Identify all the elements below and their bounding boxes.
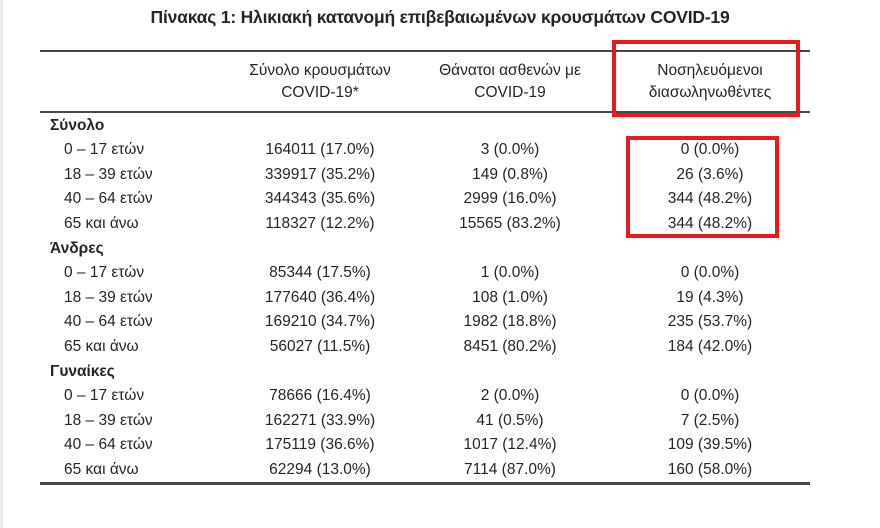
age-group-label: 40 – 64 ετών: [64, 313, 153, 331]
table-row: 40 – 64 ετών 175119 (36.6%) 1017 (12.4%) 10…: [40, 433, 810, 458]
age-group-label: 65 και άνω: [64, 214, 139, 232]
column-header-line: COVID-19: [474, 83, 546, 101]
table-row: 0 – 17 ετών 164011 (17.0%) 3 (0.0%) 0 (0.0%…: [40, 138, 810, 163]
column-header-line: Θάνατοι ασθενών με: [439, 61, 581, 79]
deaths-value: 2999 (16.0%): [463, 190, 557, 208]
deaths-value: 1982 (18.8%): [463, 313, 557, 331]
intubated-value: 344 (48.2%): [667, 214, 753, 232]
table-row: 18 – 39 ετών 162271 (33.9%) 41 (0.5%) 7 (2.…: [40, 409, 810, 434]
age-group-label: 65 και άνω: [64, 337, 139, 355]
deaths-value: 108 (1.0%): [472, 288, 548, 306]
total-cases-value: 78666 (16.4%): [269, 387, 371, 405]
column-header-total-cases: Σύνολο κρουσμάτων COVID-19*: [230, 51, 410, 112]
table-row: 65 και άνω 118327 (12.2%) 15565 (83.2%) 344…: [40, 212, 810, 237]
table-row: 18 – 39 ετών 339917 (35.2%) 149 (0.8%) 26 (…: [40, 163, 810, 188]
age-group-label: 40 – 64 ετών: [64, 436, 153, 454]
deaths-value: 1 (0.0%): [480, 264, 540, 282]
intubated-value: 0 (0.0%): [680, 387, 740, 405]
total-cases-value: 169210 (34.7%): [264, 313, 376, 331]
total-cases-value: 56027 (11.5%): [269, 337, 371, 355]
section-header-row: Σύνολο: [40, 112, 810, 138]
data-table: Σύνολο κρουσμάτων COVID-19* Θάνατοι ασθε…: [40, 50, 810, 485]
intubated-value: 7 (2.5%): [680, 411, 740, 429]
age-group-label: 0 – 17 ετών: [64, 387, 145, 405]
total-cases-value: 177640 (36.4%): [264, 288, 376, 306]
total-cases-value: 62294 (13.0%): [269, 460, 371, 478]
intubated-value: 184 (42.0%): [667, 337, 753, 355]
column-header-line: Νοσηλευόμενοι: [657, 61, 763, 79]
total-cases-value: 118327 (12.2%): [265, 214, 375, 232]
deaths-value: 149 (0.8%): [472, 165, 548, 183]
age-group-label: 65 και άνω: [64, 460, 139, 478]
column-header-intubated: Νοσηλευόμενοι διασωληνωθέντες: [610, 51, 810, 112]
section-label: Γυναίκες: [50, 362, 115, 380]
intubated-value: 235 (53.7%): [667, 313, 753, 331]
table-title: Πίνακας 1: Ηλικιακή κατανομή επιβεβαιωμέ…: [150, 7, 730, 27]
table-row: 0 – 17 ετών 85344 (17.5%) 1 (0.0%) 0 (0.0%): [40, 261, 810, 286]
intubated-value: 0 (0.0%): [680, 141, 740, 159]
column-header-line: Σύνολο κρουσμάτων: [249, 61, 391, 79]
total-cases-value: 162271 (33.9%): [264, 411, 376, 429]
deaths-value: 41 (0.5%): [476, 411, 544, 429]
deaths-value: 7114 (87.0%): [464, 460, 556, 478]
total-cases-value: 344343 (35.6%): [264, 190, 376, 208]
table-row: 18 – 39 ετών 177640 (36.4%) 108 (1.0%) 19 (…: [40, 286, 810, 311]
table-row: 65 και άνω 56027 (11.5%) 8451 (80.2%) 184 (…: [40, 335, 810, 360]
total-cases-value: 85344 (17.5%): [269, 264, 371, 282]
total-cases-value: 339917 (35.2%): [264, 165, 376, 183]
column-header-line: COVID-19*: [281, 83, 359, 101]
deaths-value: 1017 (12.4%): [463, 436, 557, 454]
section-label: Σύνολο: [50, 116, 105, 134]
section-label: Άνδρες: [50, 239, 104, 257]
deaths-value: 2 (0.0%): [480, 387, 540, 405]
intubated-value: 26 (3.6%): [676, 165, 744, 183]
age-group-label: 18 – 39 ετών: [64, 165, 153, 183]
header-row: Σύνολο κρουσμάτων COVID-19* Θάνατοι ασθε…: [40, 51, 810, 112]
column-header-line: διασωληνωθέντες: [648, 83, 772, 101]
age-group-label: 18 – 39 ετών: [64, 288, 153, 306]
intubated-value: 344 (48.2%): [667, 190, 753, 208]
section-header-row: Γυναίκες: [40, 359, 810, 384]
total-cases-value: 164011 (17.0%): [265, 141, 375, 159]
age-group-label: 40 – 64 ετών: [64, 190, 153, 208]
intubated-value: 109 (39.5%): [667, 436, 753, 454]
table-row: 40 – 64 ετών 344343 (35.6%) 2999 (16.0%) 34…: [40, 187, 810, 212]
age-group-label: 0 – 17 ετών: [64, 141, 145, 159]
intubated-value: 19 (4.3%): [676, 288, 744, 306]
age-group-label: 18 – 39 ετών: [64, 411, 153, 429]
page-left-edge: [0, 0, 3, 528]
table-row: 40 – 64 ετών 169210 (34.7%) 1982 (18.8%) 23…: [40, 310, 810, 335]
table-row: 65 και άνω 62294 (13.0%) 7114 (87.0%) 160 (…: [40, 458, 810, 484]
intubated-value: 160 (58.0%): [667, 460, 753, 478]
deaths-value: 15565 (83.2%): [459, 214, 561, 232]
covid-age-distribution-table: Σύνολο κρουσμάτων COVID-19* Θάνατοι ασθε…: [40, 50, 810, 485]
column-header-deaths: Θάνατοι ασθενών με COVID-19: [410, 51, 610, 112]
age-group-label: 0 – 17 ετών: [64, 264, 145, 282]
intubated-value: 0 (0.0%): [680, 264, 740, 282]
column-header-empty: [40, 51, 230, 112]
deaths-value: 8451 (80.2%): [463, 337, 557, 355]
total-cases-value: 175119 (36.6%): [265, 436, 375, 454]
deaths-value: 3 (0.0%): [480, 141, 540, 159]
table-row: 0 – 17 ετών 78666 (16.4%) 2 (0.0%) 0 (0.0%): [40, 384, 810, 409]
section-header-row: Άνδρες: [40, 236, 810, 261]
